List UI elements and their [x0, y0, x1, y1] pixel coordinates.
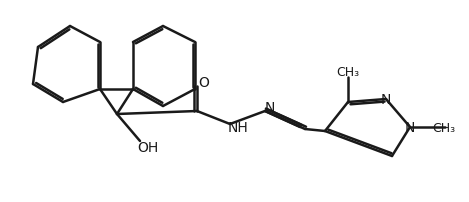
Text: NH: NH — [227, 120, 249, 134]
Text: CH₃: CH₃ — [336, 65, 360, 78]
Text: N: N — [405, 120, 415, 134]
Text: N: N — [381, 93, 391, 106]
Text: CH₃: CH₃ — [432, 121, 455, 134]
Text: O: O — [198, 76, 210, 89]
Text: OH: OH — [137, 140, 159, 154]
Text: N: N — [265, 101, 275, 115]
